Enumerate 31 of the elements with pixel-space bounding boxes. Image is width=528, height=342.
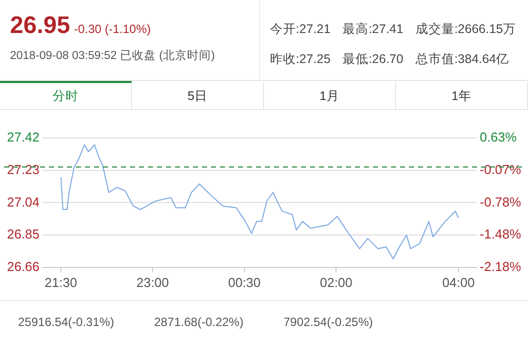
y2-tick-label: -0.07% xyxy=(480,162,522,177)
y-tick-label: 27.04 xyxy=(6,194,40,210)
y-tick-label: 26.66 xyxy=(6,258,40,274)
text: 7902.54(-0.25%) xyxy=(283,315,373,329)
y-tick-label: 26.85 xyxy=(6,226,40,242)
text: 最高:27.41 xyxy=(342,21,404,38)
y-tick-label: 27.42 xyxy=(6,130,40,145)
text: 总市值:384.64亿 xyxy=(415,51,510,68)
y2-tick-label: 0.63% xyxy=(480,130,518,145)
x-tick-label: 04:00 xyxy=(442,274,475,290)
text: 2018-09-08 03:59:52 已收盘 (北京时间) xyxy=(10,48,216,63)
y-tick-label: 27.23 xyxy=(6,162,40,177)
text: 1年 xyxy=(396,81,528,109)
text: 分时 xyxy=(0,81,132,109)
y2-tick-label: -0.78% xyxy=(480,194,522,210)
y2-tick-label: -1.48% xyxy=(480,226,522,242)
text: 2871.68(-0.22%) xyxy=(154,315,244,329)
chart-subtitle: -0.30 (-1.10%) xyxy=(74,22,151,36)
text: 最低:26.70 xyxy=(342,51,404,68)
text: 1月 xyxy=(264,81,396,109)
x-tick-label: 23:00 xyxy=(136,274,169,290)
y2-tick-label: -2.18% xyxy=(480,258,522,274)
text: 成交量:2666.15万 xyxy=(415,21,516,38)
chart-title: 26.95 xyxy=(10,12,70,39)
x-tick-label: 02:00 xyxy=(320,274,352,290)
text: 今开:27.21 xyxy=(270,21,331,38)
x-tick-label: 21:30 xyxy=(44,274,78,290)
text: 5日 xyxy=(132,81,264,109)
text: 25916.54(-0.31%) xyxy=(18,315,114,329)
text: 昨收:27.25 xyxy=(270,51,331,68)
x-tick-label: 00:30 xyxy=(228,274,261,290)
